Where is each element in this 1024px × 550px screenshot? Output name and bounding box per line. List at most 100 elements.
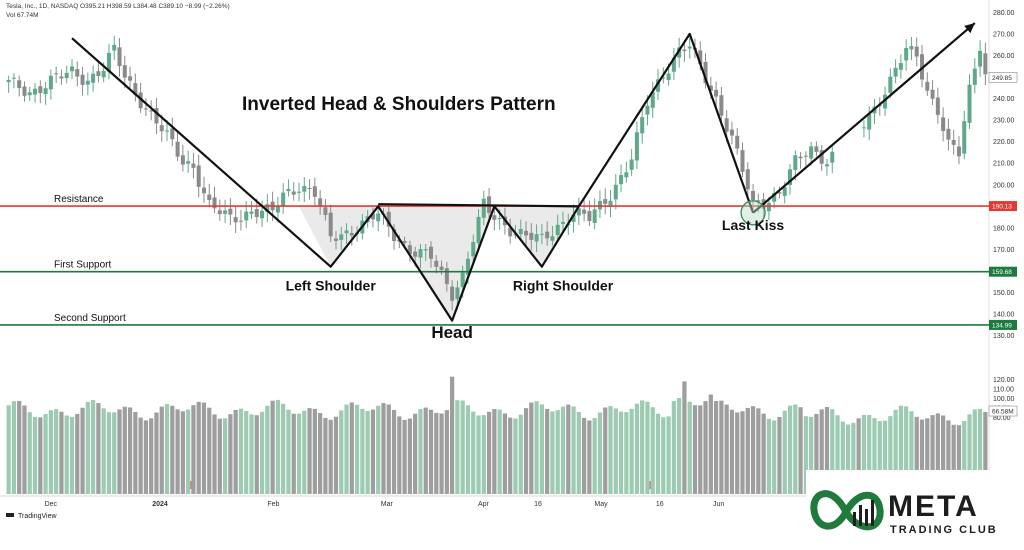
- candle-body: [96, 71, 101, 76]
- time-tick-label: 16: [534, 501, 542, 508]
- volume-bar: [613, 408, 618, 494]
- volume-bar: [951, 424, 956, 494]
- candle-body: [201, 187, 206, 194]
- volume-bar: [518, 414, 523, 494]
- volume-bar: [845, 424, 851, 494]
- candle-body: [772, 193, 777, 202]
- candle-body: [154, 108, 159, 124]
- volume-bar: [560, 406, 566, 494]
- level-price-tag: [989, 266, 1017, 277]
- volume-tick-label: 100.00: [993, 396, 1015, 403]
- volume-bar: [877, 421, 882, 494]
- volume-bar: [956, 425, 962, 494]
- candle-body: [714, 89, 719, 97]
- candle-body: [629, 159, 634, 170]
- volume-bar: [513, 418, 518, 494]
- candle-body: [545, 231, 550, 239]
- volume-bar: [455, 400, 460, 494]
- candle-body: [291, 191, 296, 195]
- neckline: [378, 203, 579, 208]
- price-tick-label: 210.00: [993, 161, 1015, 168]
- ticker-line: Tesla, Inc., 1D, NASDAQ O395.21 H398.59 …: [6, 3, 230, 10]
- candle-body: [91, 73, 96, 83]
- volume-bar: [919, 419, 925, 494]
- price-tick-label: 270.00: [993, 31, 1015, 38]
- candle-body: [297, 191, 302, 193]
- volume-bar: [550, 411, 555, 494]
- volume-bar: [286, 409, 291, 494]
- candle-body: [48, 75, 53, 90]
- volume-bar: [677, 398, 682, 494]
- volume-bar: [856, 418, 861, 494]
- brand-sub: TRADING CLUB: [890, 524, 998, 536]
- candle-body: [634, 132, 639, 161]
- candle-body: [6, 80, 11, 83]
- volume-bar: [328, 419, 333, 494]
- volume-bar: [661, 417, 666, 494]
- candle-body: [312, 186, 317, 197]
- volume-bar: [201, 402, 207, 494]
- candle-body: [888, 76, 893, 93]
- candle-body: [962, 121, 967, 154]
- candle-body: [819, 150, 824, 164]
- candle-body: [793, 155, 798, 171]
- volume-bar: [428, 409, 434, 494]
- volume-bar: [91, 400, 96, 494]
- volume-bar: [381, 403, 386, 494]
- volume-tick-label: 110.00: [993, 387, 1014, 394]
- candle-body: [471, 241, 476, 257]
- volume-bar: [962, 420, 967, 494]
- volume-bar: [603, 407, 608, 494]
- level-price-tag: [989, 201, 1017, 212]
- volume-bar: [64, 415, 69, 494]
- candle-body: [729, 129, 734, 136]
- volume-bar: [138, 417, 143, 494]
- candle-body: [159, 125, 164, 132]
- volume-bar: [497, 409, 502, 494]
- candle-body: [265, 204, 270, 212]
- volume-bar: [576, 412, 581, 494]
- candle-body: [867, 113, 872, 130]
- volume-bar: [640, 400, 645, 494]
- candle-body: [529, 232, 534, 240]
- candle-body: [318, 198, 323, 207]
- volume-bar: [370, 409, 376, 494]
- volume-bar: [154, 412, 159, 494]
- volume-bar: [244, 410, 249, 494]
- volume-bar: [117, 409, 122, 494]
- volume-bar: [423, 407, 428, 494]
- candle-body: [180, 155, 185, 165]
- volume-bar: [291, 413, 296, 494]
- time-tick-label: Mar: [381, 501, 394, 508]
- volume-bar: [354, 404, 360, 494]
- candle-body: [112, 44, 117, 51]
- candle-body: [766, 202, 771, 212]
- candle-body: [708, 85, 713, 91]
- volume-bar: [17, 400, 22, 494]
- candle-body: [687, 46, 692, 49]
- volume-bar: [318, 413, 323, 494]
- volume-bar: [692, 405, 698, 494]
- level-price-tag-label: 134.99: [992, 322, 1012, 329]
- volume-bar: [851, 422, 856, 494]
- candle-body: [143, 108, 148, 110]
- volume-bar: [339, 410, 344, 494]
- candle-body: [904, 47, 909, 61]
- candle-body: [666, 73, 671, 81]
- volume-bar: [909, 411, 914, 494]
- brand-name: META: [888, 490, 979, 523]
- candle-body: [587, 211, 592, 222]
- volume-bar: [983, 412, 988, 494]
- volume-bar: [265, 405, 270, 494]
- price-tick-label: 280.00: [993, 10, 1015, 17]
- candle-body: [281, 192, 286, 206]
- volume-bar: [571, 406, 576, 494]
- price-tick-label: 150.00: [993, 290, 1015, 297]
- candle-body: [217, 210, 222, 215]
- candle-body: [27, 92, 32, 96]
- volume-bar: [397, 416, 402, 494]
- volume-bar: [170, 405, 175, 494]
- volume-bar: [582, 417, 587, 494]
- volume-bar: [555, 410, 560, 494]
- annotation-label: Right Shoulder: [513, 277, 614, 293]
